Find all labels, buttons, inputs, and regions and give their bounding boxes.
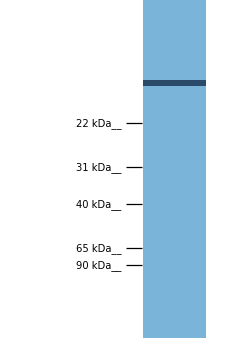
Bar — [143, 0, 206, 338]
Text: 40 kDa__: 40 kDa__ — [76, 199, 122, 210]
Text: 65 kDa__: 65 kDa__ — [76, 243, 122, 254]
Bar — [143, 80, 206, 86]
Text: 90 kDa__: 90 kDa__ — [76, 260, 122, 271]
Text: 31 kDa__: 31 kDa__ — [76, 162, 122, 173]
Text: 22 kDa__: 22 kDa__ — [76, 118, 122, 129]
